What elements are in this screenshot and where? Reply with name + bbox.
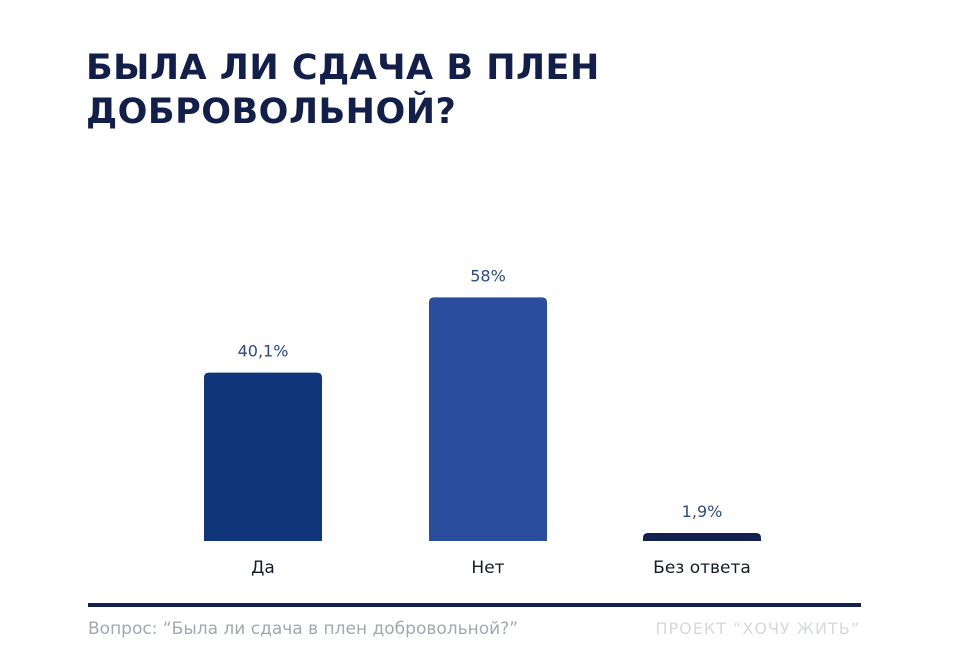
- footer-question: Вопрос: “Была ли сдача в плен добровольн…: [88, 619, 519, 639]
- bar-value-label-3: 1,9%: [682, 502, 723, 521]
- category-label-нет: Нет: [471, 558, 504, 578]
- bar-3: [643, 533, 761, 541]
- bar-2: [429, 297, 547, 541]
- footer-divider: [88, 603, 861, 607]
- category-label-да: Да: [251, 558, 275, 578]
- bar-value-label-1: 40,1%: [238, 342, 289, 361]
- chart-title-line-2: ДОБРОВОЛЬНОЙ?: [86, 92, 457, 132]
- category-label-без-ответа: Без ответа: [653, 558, 751, 578]
- bar-value-label-2: 58%: [470, 266, 506, 285]
- footer-project-credit: ПРОЕКТ “ХОЧУ ЖИТЬ”: [655, 619, 860, 638]
- chart-title: БЫЛА ЛИ СДАЧА В ПЛЕН ДОБРОВОЛЬНОЙ?: [86, 46, 866, 134]
- bar-chart: 40,1% Да 58% Нет 1,9% Без ответа: [204, 266, 761, 578]
- bar-1: [204, 372, 322, 541]
- chart-title-line-1: БЫЛА ЛИ СДАЧА В ПЛЕН: [86, 48, 600, 88]
